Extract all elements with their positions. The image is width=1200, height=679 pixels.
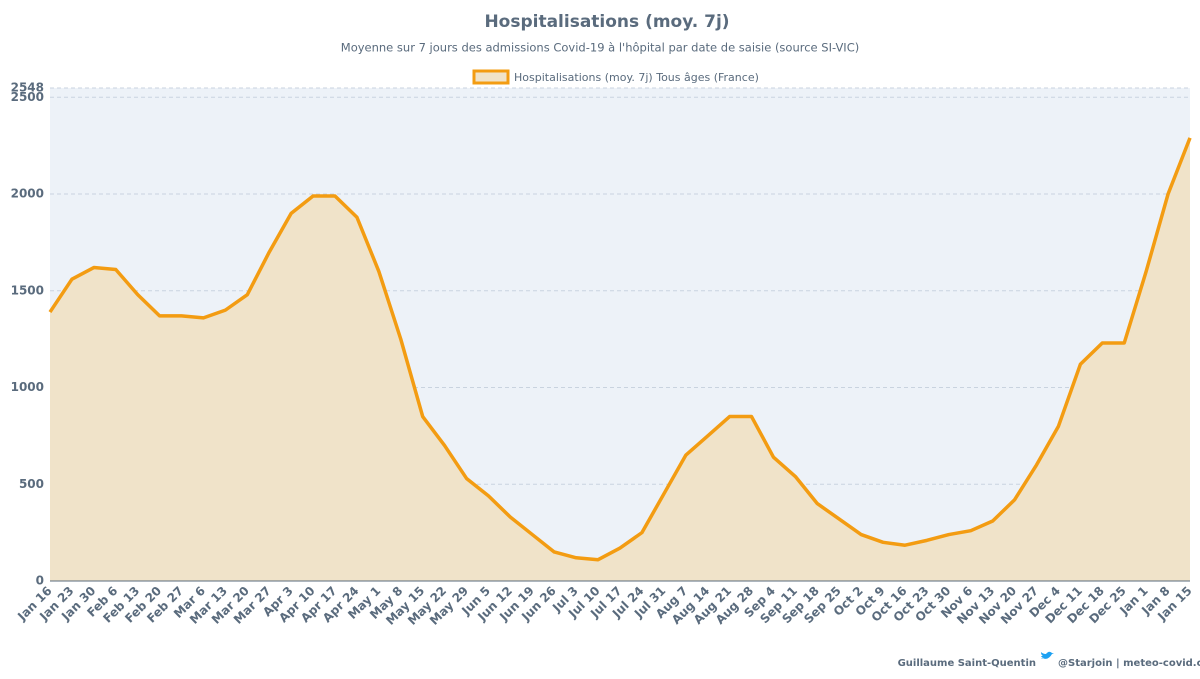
y-tick-label: 2000: [11, 187, 44, 201]
footer-author: Guillaume Saint-Quentin: [898, 658, 1036, 669]
area: [50, 137, 1190, 581]
line: [48, 137, 1192, 562]
twitter-icon: [1041, 651, 1054, 659]
y-tick-label: 2500: [11, 90, 44, 104]
y-tick-label: 1500: [11, 283, 44, 297]
y-tick-label: 0: [36, 574, 44, 588]
chart-subtitle: Moyenne sur 7 jours des admissions Covid…: [341, 41, 859, 55]
footer-source: @Starjoin | meteo-covid.com: [1058, 658, 1200, 669]
legend-label: Hospitalisations (moy. 7j) Tous âges (Fr…: [514, 71, 759, 84]
chart-title: Hospitalisations (moy. 7j): [484, 12, 729, 32]
legend-swatch: [472, 69, 510, 85]
y-tick-label: 500: [19, 477, 44, 491]
y-tick-label: 1000: [11, 380, 44, 394]
y-tick-label: 2548: [11, 81, 44, 95]
